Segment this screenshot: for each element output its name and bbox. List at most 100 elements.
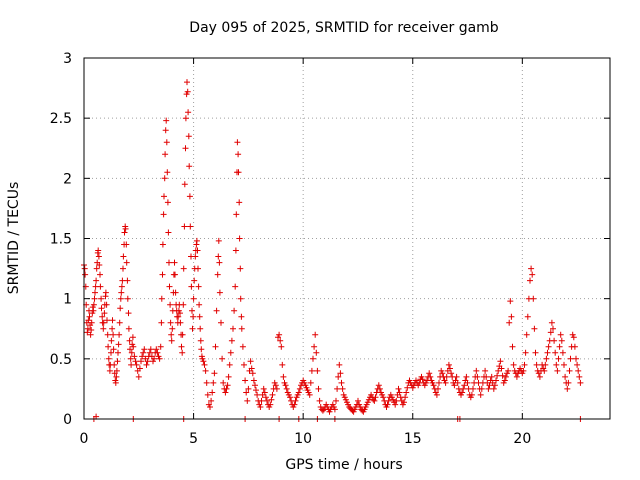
data-point [396,389,403,396]
data-point [196,313,203,320]
data-point [545,343,552,350]
data-point [138,358,144,365]
chart-title: Day 095 of 2025, SRMTID for receiver gam… [189,20,499,36]
data-point [208,397,215,404]
data-point [570,334,577,341]
data-point [513,373,520,380]
data-point [197,325,204,332]
data-point [498,365,505,372]
x-tick-label: 20 [513,431,531,447]
data-point [460,385,467,392]
data-point [241,361,247,368]
data-point [558,337,565,344]
data-point [553,361,560,368]
data-point [253,387,259,394]
data-point [131,353,138,360]
data-point [88,319,95,326]
data-point [120,265,126,272]
data-point [186,163,193,170]
data-point [314,367,321,374]
data-point [493,377,499,384]
data-point [419,376,426,383]
data-point [448,370,455,377]
data-point [226,361,233,368]
data-point [87,331,94,338]
data-point [261,389,268,396]
data-point [232,247,239,254]
data-point [247,358,254,365]
data-point [235,169,242,176]
data-point [209,389,216,396]
data-point [445,361,452,368]
data-point [81,265,88,272]
data-point [501,377,508,384]
data-point [225,373,232,380]
data-point [139,353,146,360]
data-point [115,341,122,348]
data-point [384,401,391,408]
data-point [115,349,121,356]
data-point [165,229,172,236]
data-point [197,337,204,344]
data-point [435,385,441,392]
data-point [260,385,267,392]
data-point [216,259,223,266]
data-point [482,367,489,374]
data-point [182,115,189,122]
data-point [442,379,449,386]
data-point [522,349,529,356]
data-point [335,373,342,380]
data-point [426,370,433,377]
data-point [336,361,343,368]
data-point [118,289,125,296]
data-point [113,373,120,380]
data-point [159,271,166,278]
data-point [283,385,290,392]
data-point [90,301,97,308]
data-point [212,343,219,350]
data-point [179,349,186,356]
data-point [101,310,108,317]
data-point [110,331,117,338]
data-point [451,382,458,389]
data-point [237,265,244,272]
data-point [559,349,566,356]
data-point [132,358,139,365]
data-point [118,283,125,290]
data-point [105,355,112,362]
data-point [108,337,115,344]
data-point [181,223,188,230]
data-point [313,349,320,356]
data-point [100,325,107,332]
data-point [376,385,383,392]
data-point [140,349,147,356]
data-point [244,397,251,404]
data-point [333,397,339,404]
data-point [190,295,197,302]
data-point [97,271,103,278]
data-point [385,397,392,404]
data-point [574,361,581,368]
y-tick-label: 1 [63,292,72,308]
y-tick-label: 0.5 [50,352,72,368]
data-point [96,262,103,268]
data-point [158,295,165,302]
data-point [180,265,187,272]
data-point [191,277,198,284]
grid [84,58,610,419]
data-point [372,394,379,401]
data-point [88,327,95,333]
data-point [477,391,484,398]
data-point [436,379,442,386]
data-point [311,343,318,350]
data-point [126,337,133,344]
data-point [554,367,561,374]
data-point [541,367,548,374]
data-point [154,349,161,356]
data-point [530,295,537,302]
data-point [185,133,192,140]
data-point [403,389,410,396]
data-point [86,313,93,320]
data-point [282,382,289,389]
